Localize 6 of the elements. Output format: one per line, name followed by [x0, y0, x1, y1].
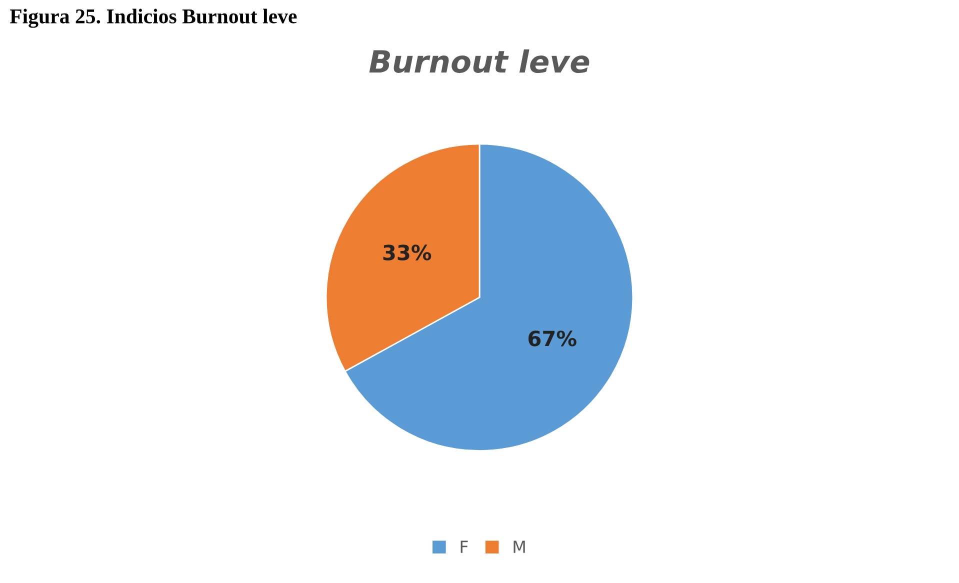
text: Figura 25. Indicios Burnout leve [10, 8, 297, 28]
legend-label: F [460, 540, 468, 553]
data-label: 67% [528, 330, 576, 346]
chart-title: Burnout leve [369, 49, 590, 73]
data-label: 33% [383, 244, 432, 260]
legend-label: M [514, 540, 525, 553]
